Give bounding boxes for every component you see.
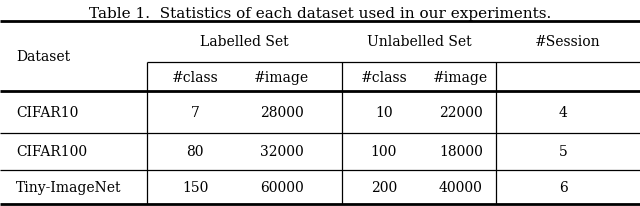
Text: 5: 5	[559, 144, 568, 158]
Text: 200: 200	[371, 180, 397, 194]
Text: Table 1.  Statistics of each dataset used in our experiments.: Table 1. Statistics of each dataset used…	[89, 7, 551, 21]
Text: Labelled Set: Labelled Set	[200, 35, 289, 49]
Text: 7: 7	[191, 105, 200, 119]
Text: #Session: #Session	[535, 35, 601, 49]
Text: 28000: 28000	[260, 105, 303, 119]
Text: CIFAR100: CIFAR100	[16, 144, 87, 158]
Text: 32000: 32000	[260, 144, 303, 158]
Text: Dataset: Dataset	[16, 50, 70, 64]
Text: #image: #image	[254, 70, 309, 84]
Text: 22000: 22000	[439, 105, 483, 119]
Text: #class: #class	[360, 70, 408, 84]
Text: 40000: 40000	[439, 180, 483, 194]
Text: 150: 150	[182, 180, 209, 194]
Text: CIFAR10: CIFAR10	[16, 105, 78, 119]
Text: Unlabelled Set: Unlabelled Set	[367, 35, 472, 49]
Text: 10: 10	[375, 105, 393, 119]
Text: #image: #image	[433, 70, 488, 84]
Text: 6: 6	[559, 180, 568, 194]
Text: Tiny-ImageNet: Tiny-ImageNet	[16, 180, 122, 194]
Text: #class: #class	[172, 70, 219, 84]
Text: 4: 4	[559, 105, 568, 119]
Text: 80: 80	[186, 144, 204, 158]
Text: 18000: 18000	[439, 144, 483, 158]
Text: 100: 100	[371, 144, 397, 158]
Text: 60000: 60000	[260, 180, 303, 194]
